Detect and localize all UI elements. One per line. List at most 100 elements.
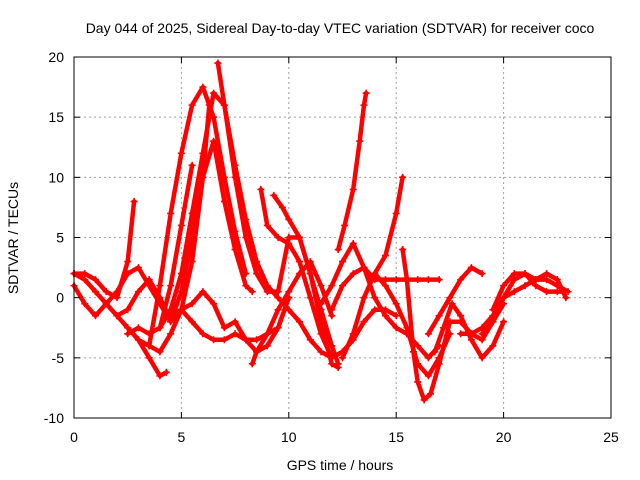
data-point-marker	[317, 282, 325, 290]
data-point-marker	[167, 312, 175, 320]
series-arc-10	[214, 59, 400, 362]
series-arc-22	[431, 300, 508, 362]
data-point-marker	[156, 324, 164, 332]
data-point-marker	[446, 294, 454, 302]
data-point-marker	[427, 390, 435, 398]
data-point-marker	[145, 276, 153, 284]
data-point-marker	[81, 300, 89, 308]
data-point-marker	[328, 306, 336, 314]
series-track	[125, 289, 292, 355]
data-point-marker	[371, 306, 379, 314]
data-point-marker	[91, 288, 99, 296]
data-point-marker	[328, 282, 336, 290]
data-point-marker	[188, 209, 196, 217]
data-point-marker	[510, 270, 518, 278]
data-point-marker	[296, 234, 304, 241]
data-point-marker	[257, 185, 265, 193]
data-point-marker	[328, 360, 336, 368]
series-arc-4	[113, 137, 256, 326]
data-point-marker	[113, 312, 121, 320]
series-track	[458, 277, 571, 337]
data-point-marker	[362, 89, 370, 97]
data-point-marker	[242, 336, 250, 344]
data-point-marker	[399, 173, 407, 181]
data-point-marker	[424, 276, 432, 284]
data-point-marker	[188, 161, 196, 169]
data-point-marker	[562, 294, 570, 302]
data-point-marker	[167, 306, 175, 314]
data-point-marker	[500, 282, 508, 290]
data-point-marker	[263, 342, 271, 350]
data-point-marker	[124, 258, 132, 266]
data-point-marker	[220, 324, 228, 332]
data-point-marker	[414, 276, 422, 284]
data-point-marker	[435, 276, 443, 284]
data-point-marker	[334, 246, 342, 254]
data-point-marker	[553, 276, 561, 284]
data-point-marker	[317, 348, 325, 356]
data-point-marker	[162, 368, 170, 376]
data-point-marker	[478, 330, 486, 338]
data-point-marker	[270, 191, 278, 199]
series-track	[215, 60, 399, 361]
series-arc-3	[70, 197, 138, 302]
data-point-marker	[145, 342, 153, 350]
data-point-marker	[467, 330, 475, 338]
data-point-marker	[210, 300, 218, 308]
series-track	[432, 301, 506, 361]
data-point-marker	[145, 354, 153, 362]
data-point-marker	[274, 306, 282, 314]
data-point-marker	[334, 360, 342, 368]
data-point-marker	[349, 330, 357, 338]
data-point-marker	[489, 342, 497, 350]
x-tick-label: 25	[603, 429, 619, 445]
series-arc-5	[124, 89, 282, 338]
data-point-marker	[130, 197, 138, 205]
data-point-marker	[317, 300, 325, 308]
series-track	[146, 84, 249, 349]
data-point-marker	[242, 215, 250, 223]
data-point-marker	[360, 101, 368, 109]
y-tick-label: 15	[48, 109, 64, 125]
data-point-marker	[134, 336, 142, 344]
series-track	[157, 163, 195, 331]
data-point-marker	[392, 312, 400, 320]
data-point-marker	[113, 294, 121, 302]
data-point-marker	[263, 221, 271, 229]
y-tick-label: 10	[48, 169, 64, 185]
data-point-marker	[371, 276, 379, 284]
data-point-marker	[553, 288, 561, 296]
data-point-marker	[339, 258, 346, 266]
data-point-marker	[199, 83, 207, 91]
data-point-marker	[199, 149, 207, 157]
data-point-marker	[167, 330, 175, 338]
series-arc-7	[145, 83, 250, 350]
x-tick-label: 15	[388, 429, 404, 445]
x-tick-label: 0	[70, 429, 78, 445]
data-point-marker	[420, 396, 428, 404]
data-point-marker	[360, 264, 368, 272]
series-arc-23	[457, 276, 572, 338]
data-point-marker	[285, 234, 293, 241]
data-point-marker	[285, 215, 293, 223]
data-point-marker	[177, 306, 185, 314]
data-point-marker	[188, 318, 196, 326]
data-point-marker	[532, 282, 540, 290]
data-point-marker	[467, 336, 475, 344]
data-point-marker	[414, 342, 422, 350]
data-point-marker	[124, 324, 132, 332]
data-point-marker	[341, 221, 349, 229]
data-point-marker	[210, 113, 218, 121]
data-point-marker	[414, 378, 422, 386]
data-point-marker	[409, 348, 417, 356]
data-point-marker	[253, 258, 261, 266]
data-point-marker	[510, 288, 518, 296]
series-arc-16	[334, 89, 370, 254]
data-point-marker	[356, 137, 364, 145]
data-point-marker	[457, 312, 465, 320]
data-point-marker	[392, 324, 400, 332]
data-point-marker	[278, 203, 286, 211]
chart-title: Day 044 of 2025, Sidereal Day-to-day VTE…	[86, 20, 595, 36]
series-arc-14	[274, 234, 342, 368]
